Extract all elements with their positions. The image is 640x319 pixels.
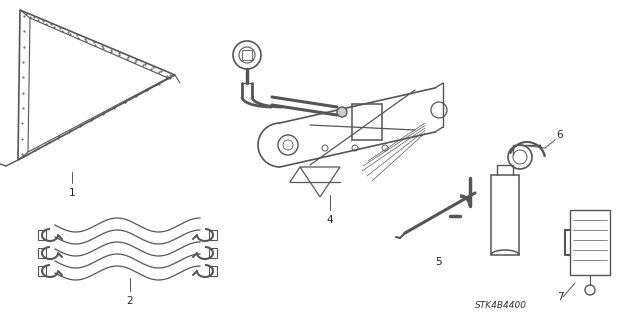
Text: 1: 1 bbox=[68, 188, 76, 198]
Text: 5: 5 bbox=[435, 257, 442, 267]
Circle shape bbox=[337, 107, 347, 117]
Text: 4: 4 bbox=[326, 215, 333, 225]
Text: 2: 2 bbox=[127, 296, 133, 306]
Text: STK4B4400: STK4B4400 bbox=[475, 300, 527, 309]
Text: 6: 6 bbox=[557, 130, 563, 140]
Text: 7: 7 bbox=[557, 292, 563, 302]
